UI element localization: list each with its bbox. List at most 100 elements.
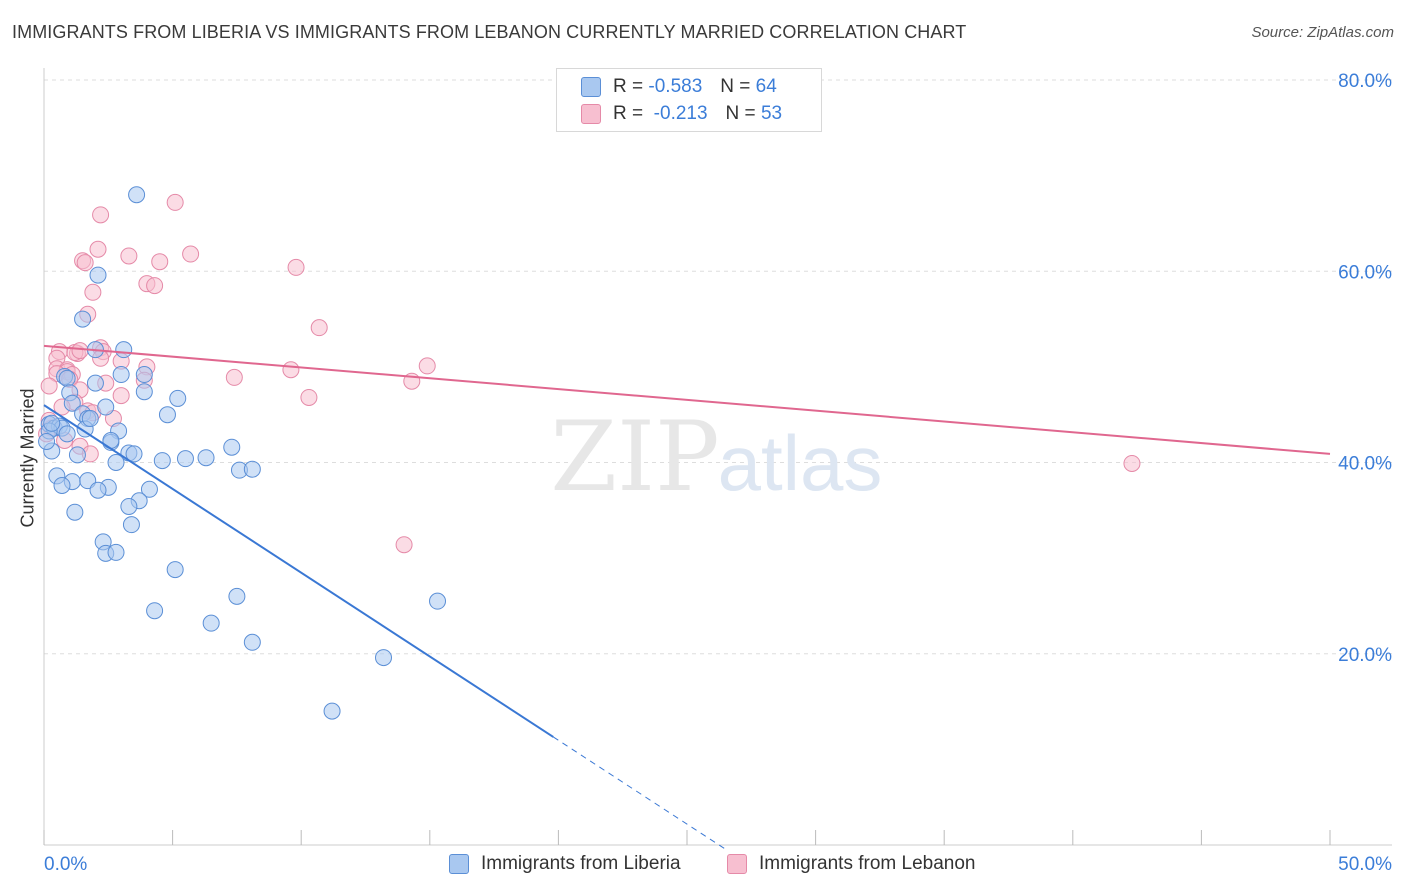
lebanon-trend-line bbox=[43, 344, 1331, 455]
lebanon-swatch bbox=[581, 104, 601, 124]
lebanon-point bbox=[71, 342, 89, 360]
liberia-point bbox=[228, 587, 246, 605]
x-tick-label-max: 50.0% bbox=[1338, 854, 1392, 875]
liberia-point bbox=[197, 449, 215, 467]
liberia-point bbox=[158, 406, 176, 424]
liberia-point bbox=[89, 266, 107, 284]
liberia-point bbox=[38, 432, 56, 450]
liberia-point bbox=[43, 414, 61, 432]
lebanon-point bbox=[120, 247, 138, 265]
lebanon-point bbox=[418, 357, 436, 375]
liberia-point bbox=[53, 476, 71, 494]
bottom-legend-lebanon[interactable]: Immigrants from Lebanon bbox=[727, 852, 976, 876]
lebanon-point bbox=[282, 361, 300, 379]
watermark-zip: ZIP bbox=[550, 401, 719, 513]
legend-row-liberia: R = -0.583 N = 64 bbox=[581, 75, 777, 99]
lebanon-n-label: N = bbox=[725, 103, 756, 124]
liberia-point bbox=[120, 497, 138, 515]
lebanon-point bbox=[84, 283, 102, 301]
chart-title: IMMIGRANTS FROM LIBERIA VS IMMIGRANTS FR… bbox=[12, 22, 967, 42]
liberia-point bbox=[202, 614, 220, 632]
liberia-point bbox=[166, 561, 184, 579]
liberia-n-value: 64 bbox=[755, 76, 777, 97]
liberia-point bbox=[107, 543, 125, 561]
bottom-legend-liberia[interactable]: Immigrants from Liberia bbox=[449, 852, 681, 876]
liberia-point bbox=[128, 186, 146, 204]
watermark: ZIP atlas bbox=[550, 401, 882, 513]
liberia-point bbox=[169, 389, 187, 407]
lebanon-point bbox=[151, 253, 169, 271]
grid-layer bbox=[44, 79, 1392, 655]
legend-row-lebanon: R = -0.213 N = 53 bbox=[581, 102, 782, 126]
liberia-legend-label: Immigrants from Liberia bbox=[481, 853, 681, 874]
liberia-point bbox=[74, 310, 92, 328]
liberia-point bbox=[243, 460, 261, 478]
tick-labels: 20.0% 40.0% 60.0% 80.0% 0.0% 50.0% bbox=[44, 71, 1392, 875]
lebanon-point bbox=[300, 388, 318, 406]
liberia-point bbox=[122, 516, 140, 534]
liberia-point bbox=[58, 369, 76, 387]
trend-lines bbox=[43, 344, 1331, 850]
y-axis-label: Currently Married bbox=[17, 388, 38, 528]
liberia-swatch bbox=[581, 77, 601, 97]
lebanon-point bbox=[310, 319, 328, 337]
liberia-point bbox=[58, 425, 76, 443]
liberia-point bbox=[135, 366, 153, 384]
liberia-point bbox=[89, 481, 107, 499]
y-tick-label: 20.0% bbox=[1338, 645, 1392, 666]
liberia-point bbox=[223, 438, 241, 456]
correlation-legend: R = -0.583 N = 64 R = -0.213 N = 53 bbox=[556, 68, 822, 132]
lebanon-point bbox=[89, 240, 107, 258]
lebanon-point bbox=[395, 536, 413, 554]
liberia-point bbox=[243, 633, 261, 651]
liberia-point bbox=[323, 702, 341, 720]
lebanon-n-value: 53 bbox=[760, 103, 783, 124]
liberia-point bbox=[375, 649, 393, 667]
lebanon-point bbox=[182, 245, 200, 263]
liberia-r-value: -0.583 bbox=[648, 76, 703, 97]
liberia-legend-swatch bbox=[449, 854, 469, 874]
lebanon-point bbox=[1123, 454, 1141, 472]
lebanon-legend-swatch bbox=[727, 854, 747, 874]
liberia-point bbox=[429, 592, 447, 610]
liberia-point bbox=[140, 480, 158, 498]
lebanon-point bbox=[287, 258, 305, 276]
liberia-point bbox=[125, 445, 143, 463]
liberia-point bbox=[153, 452, 171, 470]
lebanon-legend-label: Immigrants from Lebanon bbox=[759, 853, 976, 874]
lebanon-point bbox=[40, 377, 58, 395]
liberia-point bbox=[135, 383, 153, 401]
liberia-point bbox=[176, 450, 194, 468]
liberia-point bbox=[97, 398, 115, 416]
lebanon-point bbox=[225, 368, 243, 386]
x-tick-label-min: 0.0% bbox=[44, 854, 87, 875]
lebanon-point bbox=[166, 193, 184, 211]
watermark-atlas: atlas bbox=[718, 419, 883, 507]
y-tick-label: 60.0% bbox=[1338, 262, 1392, 283]
liberia-trend-extension bbox=[552, 736, 726, 850]
liberia-point bbox=[146, 602, 164, 620]
liberia-point bbox=[68, 446, 86, 464]
lebanon-point bbox=[112, 387, 130, 405]
lebanon-r-value: -0.213 bbox=[653, 103, 708, 124]
liberia-points bbox=[38, 186, 447, 720]
liberia-n-label: N = bbox=[720, 76, 751, 97]
liberia-point bbox=[66, 503, 84, 521]
liberia-trend-line bbox=[43, 404, 554, 738]
lebanon-point bbox=[76, 254, 94, 272]
liberia-point bbox=[63, 394, 81, 412]
lebanon-r-label: R = bbox=[613, 103, 644, 124]
axes-layer bbox=[43, 68, 1392, 846]
liberia-point bbox=[115, 341, 133, 359]
source-label: Source: ZipAtlas.com bbox=[1251, 24, 1394, 41]
liberia-r-label: R = bbox=[613, 76, 644, 97]
liberia-point bbox=[86, 374, 104, 392]
liberia-point bbox=[112, 366, 130, 384]
y-tick-label: 40.0% bbox=[1338, 454, 1392, 475]
lebanon-point bbox=[92, 206, 110, 224]
liberia-point bbox=[107, 454, 125, 471]
liberia-point bbox=[81, 410, 99, 428]
lebanon-point bbox=[146, 277, 164, 295]
y-tick-label: 80.0% bbox=[1338, 71, 1392, 92]
